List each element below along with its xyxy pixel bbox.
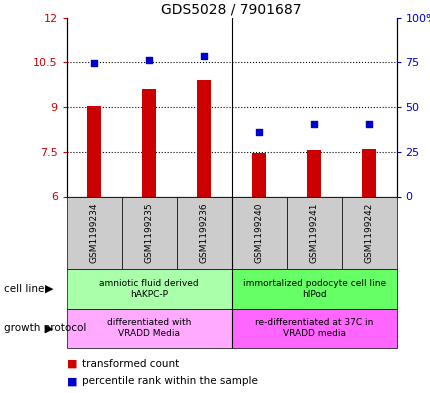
Bar (231, 269, 396, 309)
Bar (231, 309, 396, 348)
Point (310, 121, 317, 127)
Bar (307, 150, 320, 196)
Text: GSM1199234: GSM1199234 (89, 203, 98, 263)
Text: GSM1199235: GSM1199235 (144, 202, 154, 263)
Text: differentiated with
VRADD Media: differentiated with VRADD Media (107, 318, 191, 338)
Bar (176, 196, 231, 269)
Bar (121, 196, 176, 269)
Text: transformed count: transformed count (82, 358, 179, 369)
Title: GDS5028 / 7901687: GDS5028 / 7901687 (161, 2, 301, 17)
Text: ▶: ▶ (45, 284, 54, 294)
Point (91, 60, 98, 66)
Bar (252, 153, 265, 196)
Point (365, 121, 372, 127)
Text: GSM1199240: GSM1199240 (254, 203, 263, 263)
Point (255, 129, 262, 135)
Text: immortalized podocyte cell line
hIPod: immortalized podocyte cell line hIPod (242, 279, 385, 299)
Text: re-differentiated at 37C in
VRADD media: re-differentiated at 37C in VRADD media (254, 318, 372, 338)
Text: percentile rank within the sample: percentile rank within the sample (82, 376, 257, 386)
Text: GSM1199241: GSM1199241 (309, 203, 318, 263)
Bar (67, 309, 231, 348)
Bar (67, 196, 122, 269)
Bar (67, 269, 231, 309)
Bar (286, 196, 341, 269)
Bar (87, 106, 101, 196)
Text: growth protocol: growth protocol (4, 323, 86, 333)
Bar (361, 149, 375, 196)
Bar (231, 196, 286, 269)
Text: GSM1199242: GSM1199242 (364, 203, 373, 263)
Bar (197, 80, 211, 196)
Bar (142, 89, 156, 196)
Text: GSM1199236: GSM1199236 (199, 202, 208, 263)
Point (145, 57, 152, 63)
Text: ■: ■ (67, 358, 77, 369)
Bar (341, 196, 396, 269)
Point (200, 53, 207, 59)
Text: amniotic fluid derived
hAKPC-P: amniotic fluid derived hAKPC-P (99, 279, 199, 299)
Text: ■: ■ (67, 376, 77, 386)
Text: ▶: ▶ (45, 323, 54, 333)
Text: cell line: cell line (4, 284, 45, 294)
